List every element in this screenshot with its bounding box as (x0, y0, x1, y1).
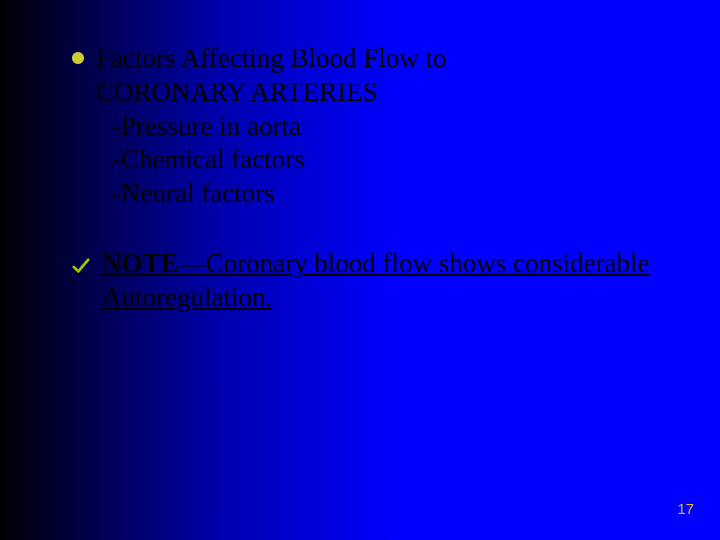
bullet-item-note: NOTE—Coronary blood flow shows considera… (72, 247, 660, 315)
note-rest: —Coronary blood flow shows considerable … (102, 248, 649, 312)
bullet-body-factors: Factors Affecting Blood Flow to CORONARY… (96, 42, 447, 211)
sub-line-pressure: -Pressure in aorta (96, 110, 447, 144)
heading-line-1: Factors Affecting Blood Flow to (96, 42, 447, 76)
bullet-body-note: NOTE—Coronary blood flow shows considera… (102, 247, 660, 315)
bullet-item-factors: Factors Affecting Blood Flow to CORONARY… (72, 42, 660, 211)
check-bullet-icon (72, 257, 90, 275)
note-prefix: NOTE (102, 248, 179, 278)
disc-bullet-icon (72, 52, 84, 64)
heading-line-2: CORONARY ARTERIES (96, 76, 447, 110)
sub-line-chemical: -Chemical factors (96, 143, 447, 177)
check-icon (72, 257, 90, 275)
disc-shape (72, 52, 84, 64)
page-number: 17 (677, 501, 694, 518)
slide-content: Factors Affecting Blood Flow to CORONARY… (0, 0, 720, 314)
sub-line-neural: -Neural factors (96, 177, 447, 211)
